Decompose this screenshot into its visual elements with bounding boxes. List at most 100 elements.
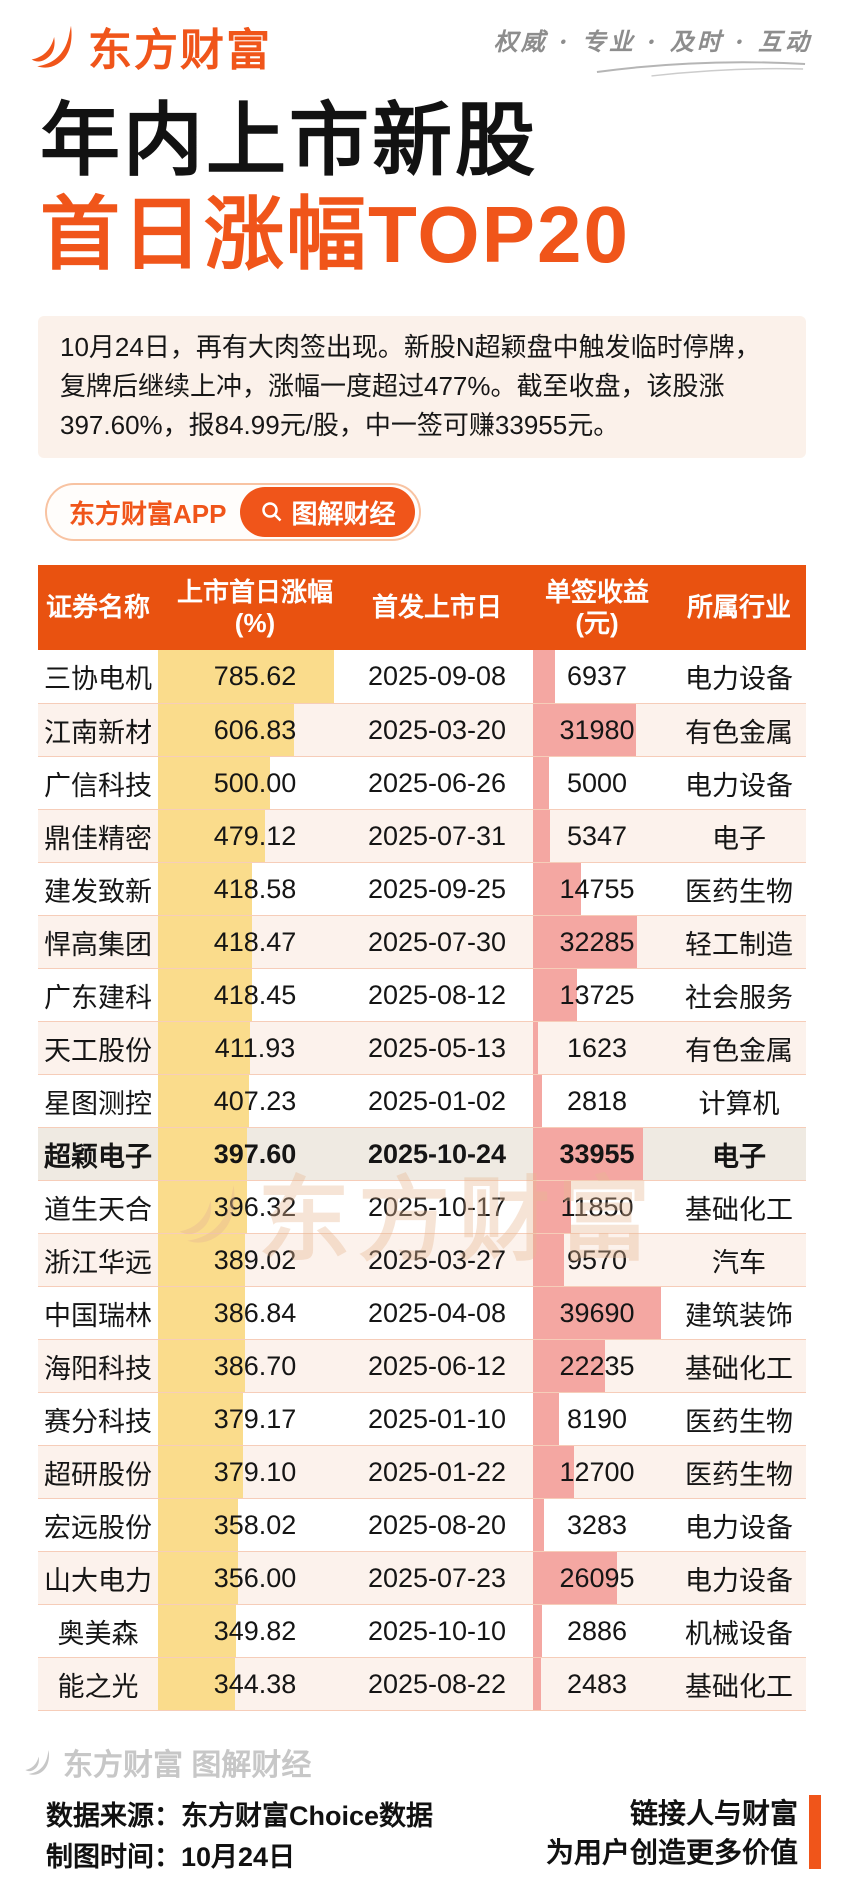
stock-name: 浙江华远 xyxy=(44,1247,152,1278)
gain-bar xyxy=(158,1234,246,1286)
listing-date: 2025-01-10 xyxy=(367,1403,507,1434)
lot-income-cell: 1623 xyxy=(522,1022,672,1074)
lot-income-cell: 13725 xyxy=(522,969,672,1021)
stock-name: 奥美森 xyxy=(57,1618,139,1649)
intro-paragraph: 10月24日，再有大肉签出现。新股N超颖盘中触发临时停牌，复牌后继续上冲，涨幅一… xyxy=(38,316,806,458)
column-header-lot-income: 单签收益 (元) xyxy=(544,576,649,638)
listing-date: 2025-06-12 xyxy=(367,1350,507,1381)
table-row: 超颖电子 397.60 2025-10-24 33955 电子 xyxy=(38,1127,806,1180)
stock-name: 超研股份 xyxy=(44,1459,152,1490)
stock-name: 三协电机 xyxy=(44,664,152,694)
lot-income-cell: 2483 xyxy=(522,1658,672,1710)
industry: 有色金属 xyxy=(685,717,793,748)
gain-bar xyxy=(158,1287,245,1339)
industry: 电力设备 xyxy=(685,664,793,694)
brand-logo-text: 东方财富 xyxy=(88,26,272,75)
first-day-gain-cell: 396.32 xyxy=(158,1181,352,1233)
first-day-gain-cell: 500.00 xyxy=(158,757,352,809)
listing-date: 2025-01-02 xyxy=(367,1085,507,1116)
listing-date: 2025-07-30 xyxy=(367,926,507,957)
column-header-name: 证券名称 xyxy=(45,592,150,622)
first-day-gain-cell: 349.82 xyxy=(158,1605,352,1657)
data-source-line: 数据来源：东方财富Choice数据 xyxy=(46,1801,434,1831)
first-day-gain-cell: 606.83 xyxy=(158,704,352,756)
table-row: 星图测控 407.23 2025-01-02 2818 计算机 xyxy=(38,1074,806,1127)
stock-name: 悍高集团 xyxy=(44,929,152,960)
income-bar xyxy=(533,1075,543,1127)
listing-date: 2025-10-17 xyxy=(367,1191,507,1222)
gain-bar xyxy=(158,810,266,862)
income-bar xyxy=(533,1287,661,1339)
table-row: 海阳科技 386.70 2025-06-12 22235 基础化工 xyxy=(38,1339,806,1392)
lot-income-cell: 2886 xyxy=(522,1605,672,1657)
slogan-line2: 为用户创造更多价值 xyxy=(545,1837,798,1868)
lot-income-cell: 2818 xyxy=(522,1075,672,1127)
gain-bar xyxy=(158,916,252,968)
listing-date: 2025-09-08 xyxy=(367,661,507,691)
gain-bar xyxy=(158,1340,245,1392)
table-row: 赛分科技 379.17 2025-01-10 8190 医药生物 xyxy=(38,1392,806,1445)
tagline-swoosh-decoration xyxy=(596,61,806,77)
income-bar xyxy=(533,1340,605,1392)
footer-watermark: 东方财富 图解财经 xyxy=(22,1740,311,1784)
slogan-accent-bar xyxy=(809,1795,821,1869)
lot-income-cell: 8190 xyxy=(522,1393,672,1445)
lot-income-cell: 6937 xyxy=(522,650,672,703)
income-bar xyxy=(533,704,637,756)
lot-income-cell: 14755 xyxy=(522,863,672,915)
column-header-industry: 所属行业 xyxy=(686,592,791,622)
table-row: 建发致新 418.58 2025-09-25 14755 医药生物 xyxy=(38,862,806,915)
stock-name: 超颖电子 xyxy=(44,1141,152,1172)
table-row: 悍高集团 418.47 2025-07-30 32285 轻工制造 xyxy=(38,915,806,968)
gain-bar xyxy=(158,650,334,703)
listing-date: 2025-03-27 xyxy=(367,1244,507,1275)
gain-bar xyxy=(158,1393,243,1445)
stock-name: 海阳科技 xyxy=(44,1353,152,1384)
gain-bar xyxy=(158,969,252,1021)
industry: 建筑装饰 xyxy=(685,1300,793,1331)
gain-bar xyxy=(158,1022,251,1074)
industry: 计算机 xyxy=(698,1088,780,1119)
first-day-gain-cell: 479.12 xyxy=(158,810,352,862)
industry: 社会服务 xyxy=(685,982,793,1013)
brand-tagline: 权威 · 专业 · 及时 · 互动 xyxy=(493,27,812,56)
table-row: 广东建科 418.45 2025-08-12 13725 社会服务 xyxy=(38,968,806,1021)
gain-bar xyxy=(158,757,270,809)
stock-name: 鼎佳精密 xyxy=(44,823,152,854)
income-bar xyxy=(533,969,578,1021)
gain-bar xyxy=(158,863,252,915)
first-day-gain-cell: 358.02 xyxy=(158,1499,352,1551)
gain-bar xyxy=(158,1075,250,1127)
stock-name: 广信科技 xyxy=(44,770,152,801)
listing-date: 2025-08-20 xyxy=(367,1509,507,1540)
first-day-gain-cell: 785.62 xyxy=(158,650,352,703)
listing-date: 2025-01-22 xyxy=(367,1456,507,1487)
industry: 医药生物 xyxy=(685,876,793,907)
table-row: 超研股份 379.10 2025-01-22 12700 医药生物 xyxy=(38,1445,806,1498)
income-bar xyxy=(533,1128,643,1180)
lot-income-cell: 5347 xyxy=(522,810,672,862)
table-row: 中国瑞林 386.84 2025-04-08 39690 建筑装饰 xyxy=(38,1286,806,1339)
listing-date: 2025-08-22 xyxy=(367,1668,507,1699)
income-bar xyxy=(533,1446,574,1498)
listing-date: 2025-06-26 xyxy=(367,767,507,798)
lot-income-cell: 31980 xyxy=(522,704,672,756)
listing-date: 2025-08-12 xyxy=(367,979,507,1010)
income-bar xyxy=(533,650,556,703)
listing-date: 2025-10-24 xyxy=(367,1138,507,1169)
industry: 基础化工 xyxy=(685,1671,793,1702)
first-day-gain-cell: 397.60 xyxy=(158,1128,352,1180)
infographic-finance-button[interactable]: 图解财经 xyxy=(240,487,416,537)
stock-name: 山大电力 xyxy=(44,1565,152,1596)
stock-name: 中国瑞林 xyxy=(44,1300,152,1331)
gain-bar xyxy=(158,1446,243,1498)
footer-source-block: 数据来源：东方财富Choice数据 制图时间：10月24日 xyxy=(46,1796,433,1878)
brand-logo: 东方财富 xyxy=(26,14,272,78)
table-row: 天工股份 411.93 2025-05-13 1623 有色金属 xyxy=(38,1021,806,1074)
footer-watermark-text: 东方财富 图解财经 xyxy=(63,1749,312,1782)
industry: 基础化工 xyxy=(685,1194,793,1225)
table-row: 山大电力 356.00 2025-07-23 26095 电力设备 xyxy=(38,1551,806,1604)
first-day-gain-cell: 379.10 xyxy=(158,1446,352,1498)
column-header-first-day-gain: 上市首日涨幅 (%) xyxy=(176,576,333,638)
page-title-line2: 首日涨幅TOP20 xyxy=(40,190,630,279)
